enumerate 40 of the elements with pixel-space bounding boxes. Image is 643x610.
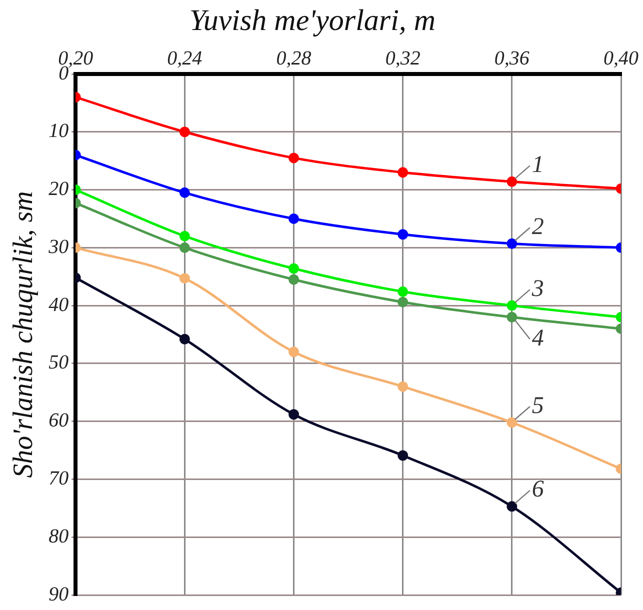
- point: [288, 152, 300, 164]
- point: [398, 167, 408, 178]
- y-tick-label: 50: [48, 352, 69, 374]
- point: [506, 300, 518, 311]
- point: [288, 346, 300, 358]
- series-label: 3: [530, 276, 544, 302]
- y-tick-label: 60: [48, 410, 69, 432]
- point: [398, 286, 408, 297]
- series-label: 2: [532, 214, 544, 240]
- point: [506, 417, 518, 428]
- point: [288, 409, 300, 420]
- y-tick-label: 30: [48, 236, 69, 258]
- point: [398, 450, 408, 461]
- point: [506, 501, 518, 512]
- point: [288, 263, 300, 274]
- x-tick-label: 0,24: [167, 47, 202, 70]
- y-tick-label: 40: [48, 294, 69, 316]
- point: [398, 296, 408, 308]
- x-tick-label: 0,28: [276, 47, 312, 70]
- y-tick-label: 70: [48, 467, 69, 490]
- point: [288, 274, 300, 285]
- series-label: 5: [532, 392, 544, 419]
- chart-title: Yuvish me'yorlari, m: [189, 4, 436, 37]
- series-label: 4: [532, 325, 544, 352]
- y-axis-title: Sho'rlanish chuqurlik, sm: [8, 191, 40, 478]
- y-tick-label: 80: [48, 525, 69, 548]
- series-label: 6: [532, 476, 544, 503]
- x-tick-label: 0,40: [604, 47, 638, 70]
- point: [288, 213, 300, 224]
- y-tick-label: 20: [48, 178, 69, 200]
- y-tick-label: 10: [48, 120, 69, 142]
- series-label: 1: [532, 152, 544, 178]
- x-tick-label: 0,32: [385, 47, 420, 70]
- x-tick-label: 0,36: [494, 47, 530, 70]
- point: [506, 238, 518, 249]
- point: [398, 381, 408, 392]
- y-tick-label: 90: [48, 583, 69, 606]
- point: [506, 312, 518, 322]
- point: [506, 176, 518, 187]
- point: [398, 229, 408, 240]
